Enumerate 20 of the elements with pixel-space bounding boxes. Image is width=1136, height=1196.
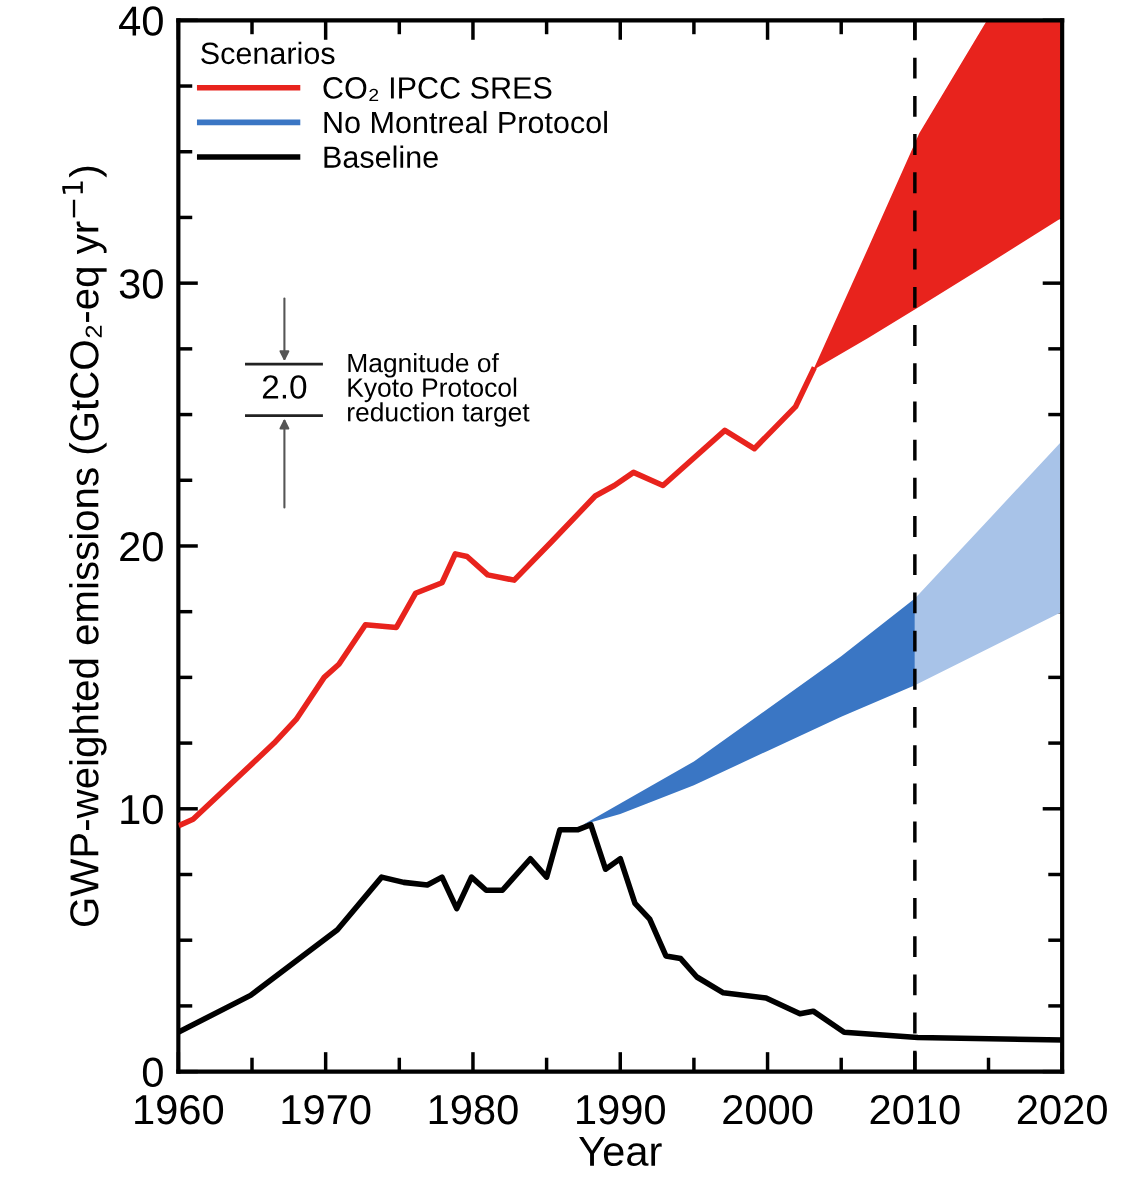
y-tick-label: 20 [120, 531, 163, 562]
annotation: Magnitude of Kyoto Protocol reduction target [348, 352, 530, 427]
y-tick-label: 0 [142, 1057, 163, 1088]
x-tick-label: 2000 [723, 1094, 813, 1125]
y-tick-label: 40 [119, 6, 163, 36]
x-tick-label: 1980 [429, 1094, 518, 1125]
x-tick-label: 1960 [135, 1094, 224, 1125]
legend-label: CO₂ IPCC SRES [323, 77, 552, 102]
x-tick-label: 1970 [282, 1094, 371, 1125]
legend-label: Baseline [324, 145, 438, 168]
x-tick-label: 1990 [577, 1094, 665, 1125]
x-tick-label: 2020 [1017, 1094, 1107, 1125]
y-tick-label: 10 [121, 794, 163, 825]
y-tick-label: 30 [119, 269, 163, 299]
x-axis-title: Year [579, 1136, 662, 1167]
legend-title: Scenarios [201, 41, 335, 65]
x-tick-label: 2010 [870, 1094, 960, 1125]
annotation: 2.0 [262, 375, 307, 399]
y-axis-title: GWP-weighted emissions (GtCO₂-eq yr$^{−1}$) [62, 166, 107, 926]
legend-label: No Montreal Protocol [324, 110, 607, 134]
